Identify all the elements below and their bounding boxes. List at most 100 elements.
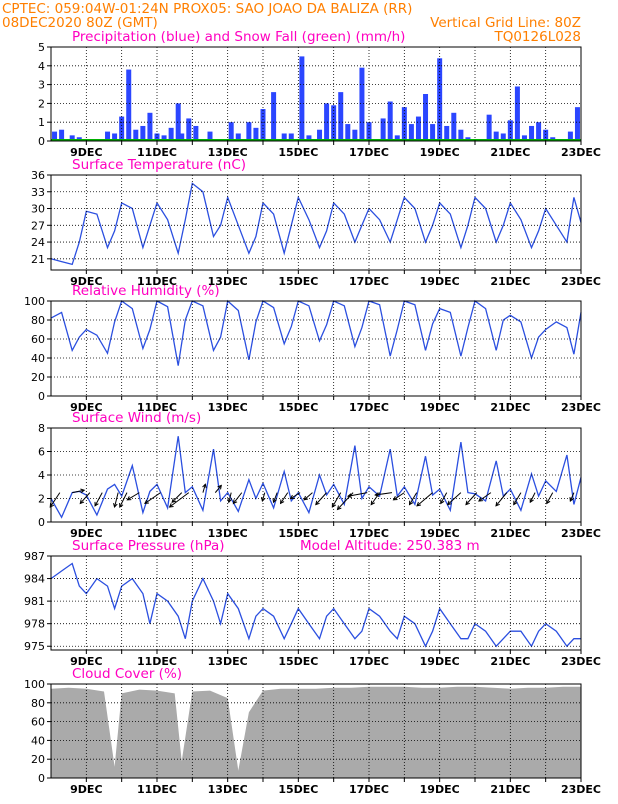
wind-arrow bbox=[119, 492, 128, 508]
temp-ytick-label: 30 bbox=[31, 203, 45, 216]
precip-ytick-label: 3 bbox=[38, 79, 45, 92]
wind-xtick-label: 23DEC bbox=[561, 527, 601, 540]
wind-arrow bbox=[228, 492, 232, 503]
precip-bar bbox=[253, 127, 259, 141]
precip-bar bbox=[179, 133, 185, 141]
wind-arrow-head bbox=[440, 499, 445, 505]
precip-bar bbox=[415, 116, 421, 141]
wind-arrow bbox=[72, 489, 85, 494]
wind-arrow bbox=[169, 492, 190, 508]
wind-arrow bbox=[114, 492, 119, 508]
wind-arrow bbox=[214, 485, 222, 493]
wind-ytick-label: 4 bbox=[38, 469, 45, 482]
cloud-xtick-label: 19DEC bbox=[420, 783, 460, 796]
rh-ytick-label: 80 bbox=[31, 314, 45, 327]
precip-bar bbox=[444, 125, 450, 141]
rh-ytick-label: 40 bbox=[31, 352, 45, 365]
wind-arrow bbox=[478, 492, 492, 502]
temp-frame bbox=[50, 174, 582, 271]
wind-arrow bbox=[529, 492, 536, 503]
wind-arrow-head bbox=[347, 493, 352, 498]
rh-xtick-label: 17DEC bbox=[349, 401, 389, 414]
precip-bar bbox=[140, 125, 146, 141]
wind-arrow-head bbox=[217, 484, 222, 490]
wind-xtick-label: 9DEC bbox=[70, 527, 102, 540]
temp-xtick-label: 11DEC bbox=[137, 275, 177, 288]
wind-arrow bbox=[144, 492, 161, 504]
wind-arrow bbox=[375, 492, 393, 496]
precip-bar bbox=[387, 101, 393, 141]
precip-bar bbox=[486, 114, 492, 141]
wind-arrow bbox=[447, 492, 462, 505]
pressure-ytick-label: 978 bbox=[24, 618, 45, 631]
precip-bar bbox=[493, 131, 499, 141]
wind-arrow-head bbox=[529, 498, 534, 504]
wind-arrow bbox=[303, 492, 313, 501]
rh-xtick-label: 9DEC bbox=[70, 401, 102, 414]
cloud-xtick-label: 23DEC bbox=[561, 783, 601, 796]
precip-bar bbox=[133, 129, 139, 141]
precip-bar bbox=[175, 103, 181, 141]
precip-bar bbox=[543, 129, 549, 141]
precip-bar bbox=[52, 131, 58, 141]
rh-xtick-label: 11DEC bbox=[137, 401, 177, 414]
wind-ytick-label: 8 bbox=[38, 422, 45, 435]
rh-xtick-label: 19DEC bbox=[420, 401, 460, 414]
cloud-ytick-label: 20 bbox=[31, 753, 45, 766]
rh-title: Relative Humidity (%) bbox=[72, 283, 220, 299]
wind-arrow-head bbox=[446, 500, 452, 506]
precip-bar bbox=[126, 69, 132, 141]
precip-bar bbox=[430, 124, 436, 141]
temp-xtick-label: 21DEC bbox=[490, 275, 530, 288]
cloud-ytick-label: 60 bbox=[31, 716, 45, 729]
precip-bar bbox=[306, 135, 312, 141]
precip-bar bbox=[529, 125, 535, 141]
pressure-ytick-label: 975 bbox=[24, 640, 45, 653]
precip-bar bbox=[299, 56, 305, 141]
wind-arrow-head bbox=[331, 503, 337, 508]
temp-panel: Surface Temperature (nC) 21 24 27 30 33 36 9DEC… bbox=[31, 157, 601, 288]
pressure-xtick-label: 19DEC bbox=[420, 655, 460, 668]
rh-series-line bbox=[50, 299, 582, 366]
wind-arrow bbox=[79, 492, 91, 504]
cloud-ytick-label: 40 bbox=[31, 734, 45, 747]
wind-arrow bbox=[513, 492, 522, 505]
wind-arrow-head bbox=[126, 496, 132, 501]
wind-ytick-label: 6 bbox=[38, 446, 45, 459]
wind-frame bbox=[50, 427, 582, 523]
precip-bar bbox=[567, 131, 573, 141]
wind-arrow bbox=[280, 492, 289, 504]
wind-arrow bbox=[440, 492, 448, 504]
precip-bar bbox=[59, 129, 65, 141]
precip-bar bbox=[147, 112, 153, 141]
temp-ytick-label: 33 bbox=[31, 186, 45, 199]
precip-bar bbox=[507, 120, 513, 141]
temp-ytick-label: 27 bbox=[31, 219, 45, 232]
pressure-ytick-label: 981 bbox=[24, 595, 45, 608]
precip-xtick-label: 23DEC bbox=[561, 146, 601, 159]
wind-arrow-head bbox=[546, 499, 551, 505]
wind-arrow bbox=[409, 492, 418, 505]
wind-xtick-label: 15DEC bbox=[278, 527, 318, 540]
precip-bar bbox=[193, 125, 199, 141]
precip-bar bbox=[521, 135, 527, 141]
precip-bar bbox=[324, 103, 330, 141]
wind-arrow-head bbox=[79, 499, 85, 505]
rh-ytick-label: 100 bbox=[24, 295, 45, 308]
precip-bar bbox=[228, 122, 234, 141]
pressure-panel: Surface Pressure (hPa) Model Altitude: 25… bbox=[24, 538, 601, 668]
wind-arrow-head bbox=[171, 498, 177, 503]
precip-xtick-label: 21DEC bbox=[490, 146, 530, 159]
wind-arrow-head bbox=[303, 495, 309, 501]
precip-bar bbox=[574, 107, 580, 141]
rh-xtick-label: 21DEC bbox=[490, 401, 530, 414]
wind-arrow bbox=[273, 492, 278, 503]
wind-arrow-head bbox=[272, 498, 277, 504]
wind-arrow-head bbox=[49, 502, 55, 508]
pressure-xtick-label: 23DEC bbox=[561, 655, 601, 668]
wind-arrow-head bbox=[94, 501, 99, 507]
temp-xtick-label: 9DEC bbox=[70, 275, 102, 288]
cloud-ytick-label: 100 bbox=[24, 678, 45, 691]
wind-arrow-head bbox=[168, 503, 174, 508]
